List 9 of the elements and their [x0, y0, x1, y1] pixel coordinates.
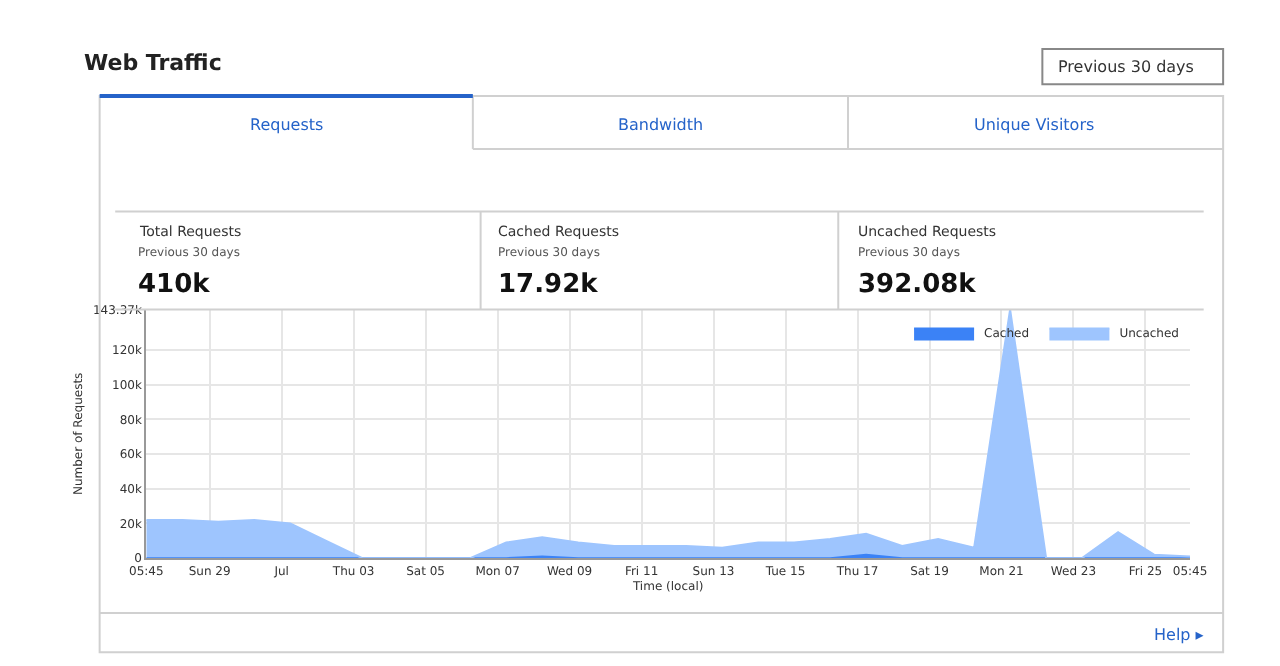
text: Previous 30 days: [1058, 58, 1194, 76]
text: Bandwidth: [618, 116, 704, 134]
text: Requests: [250, 116, 324, 134]
text: 17.92k: [498, 270, 599, 300]
text: 410k: [138, 270, 211, 300]
text: 392.08k: [858, 270, 977, 300]
text: Help ▸: [1154, 626, 1204, 644]
text: Unique Visitors: [974, 116, 1095, 134]
chart-title: Web Traffic: [84, 49, 222, 76]
